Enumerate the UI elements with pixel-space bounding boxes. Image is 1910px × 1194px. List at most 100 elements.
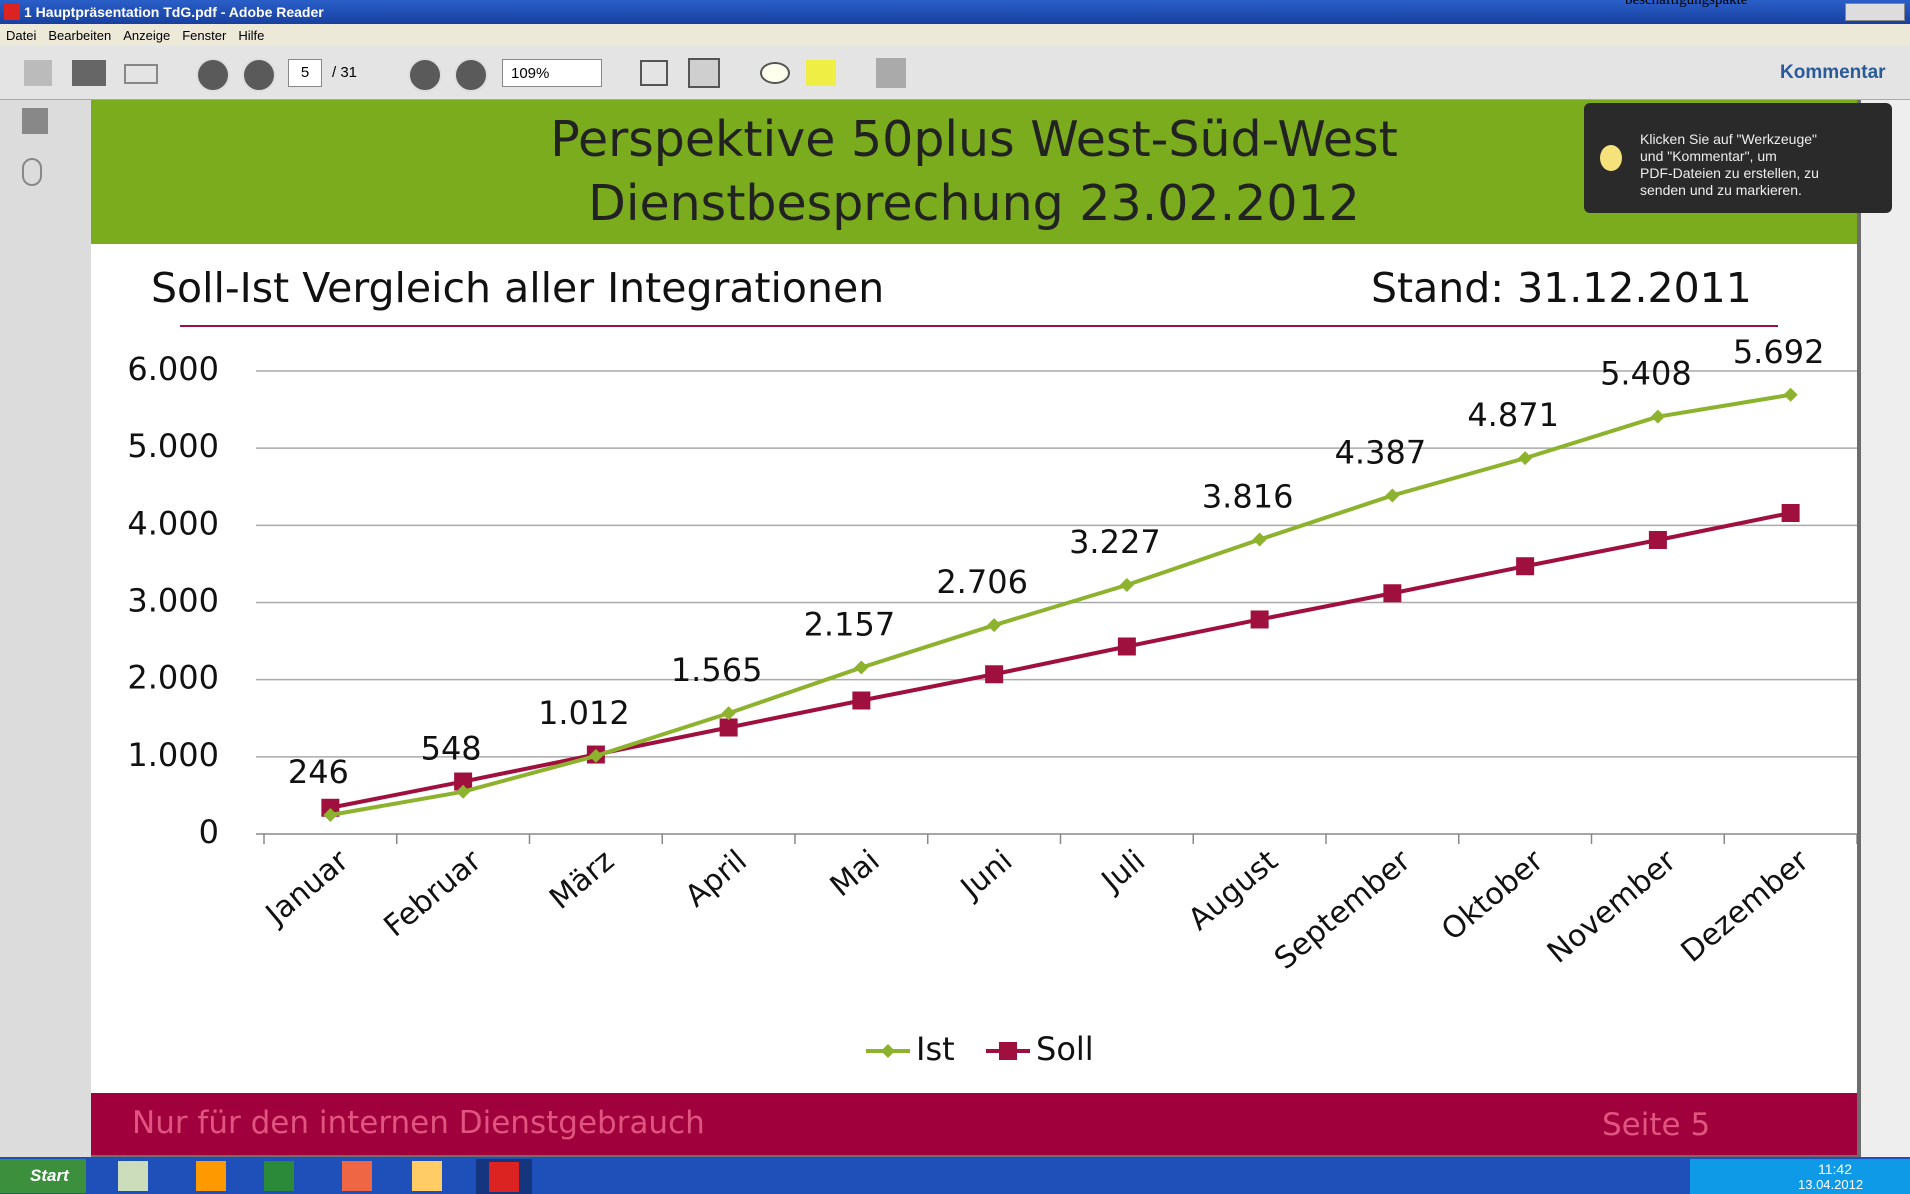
legend-marker (999, 1042, 1017, 1060)
fullscreen-icon[interactable] (876, 58, 906, 88)
x-tick-label: August (1182, 843, 1285, 937)
y-tick-label: 0 (199, 813, 219, 851)
slide-body: Soll-Ist Vergleich aller Integrationen S… (91, 244, 1857, 1093)
y-tick-label: 1.000 (127, 736, 219, 774)
page-label: Seite 5 (1602, 1107, 1711, 1143)
comment-icon[interactable] (760, 62, 790, 84)
save-icon[interactable] (24, 60, 52, 86)
fit-page[interactable] (640, 60, 668, 86)
clock-date: 13.04.2012 (1798, 1177, 1864, 1192)
marker (323, 808, 338, 823)
slide-title: Perspektive 50plus West-Süd-West (550, 111, 1398, 168)
print-icon[interactable] (72, 60, 106, 86)
task-icon[interactable] (342, 1161, 372, 1191)
x-tick-label: November (1541, 843, 1684, 971)
menu-item[interactable]: Bearbeiten (48, 28, 112, 43)
menu-item[interactable]: Anzeige (123, 28, 171, 43)
marker (1383, 584, 1402, 603)
side-panel (0, 100, 91, 1157)
app-icon (4, 4, 20, 20)
pages-icon[interactable] (22, 108, 48, 134)
slide-stand: Stand: 31.12.2011 (1371, 264, 1752, 312)
menu-bar: Datei Bearbeiten Anzeige Fenster Hilfe (0, 24, 1910, 46)
marker (1385, 488, 1400, 503)
marker (588, 748, 603, 763)
attachment-icon[interactable] (22, 158, 42, 186)
zoom-out[interactable] (408, 58, 442, 92)
bulb-icon (1600, 145, 1622, 171)
tooltip-line: PDF-Dateien zu erstellen, zu (1640, 165, 1819, 181)
footer-text: Nur für den internen Dienstgebrauch (132, 1105, 705, 1141)
marker (454, 772, 473, 791)
task-active[interactable] (476, 1159, 532, 1194)
menu-item[interactable]: Datei (6, 28, 37, 43)
marker (852, 691, 871, 710)
value-label: 548 (421, 730, 482, 768)
menu-item[interactable]: Hilfe (238, 28, 265, 43)
marker (1119, 577, 1134, 592)
value-label: 4.387 (1335, 433, 1427, 471)
x-tick-label: März (543, 843, 621, 916)
page-input[interactable]: 5 (288, 59, 322, 87)
value-label: 2.706 (936, 563, 1028, 601)
zoom-in[interactable] (454, 58, 488, 92)
marker (456, 784, 471, 799)
highlight-icon[interactable] (806, 60, 836, 86)
y-tick-label: 2.000 (127, 659, 219, 697)
tooltip: Klicken Sie auf "Werkzeuge" und "Kommenta… (1584, 103, 1892, 213)
task-icon[interactable] (412, 1161, 442, 1191)
prev-page[interactable] (196, 58, 230, 92)
clipped-text: beschäftigungspakte (1625, 0, 1748, 8)
task-icon[interactable] (196, 1161, 226, 1191)
legend-label: Ist (916, 1030, 955, 1068)
next-page[interactable] (242, 58, 276, 92)
value-label: 246 (288, 753, 349, 791)
marker (1518, 451, 1533, 466)
value-label: 5.408 (1600, 355, 1692, 393)
window-controls[interactable] (1845, 3, 1905, 21)
clock-time: 11:42 (1818, 1161, 1852, 1177)
menu-item[interactable]: Fenster (182, 28, 227, 43)
x-tick-label: September (1268, 843, 1418, 977)
value-label: 4.871 (1467, 396, 1559, 434)
marker (985, 665, 1004, 684)
marker (719, 718, 738, 737)
value-label: 1.012 (538, 694, 630, 732)
tooltip-line: Klicken Sie auf "Werkzeuge" (1640, 131, 1817, 147)
value-label: 1.565 (671, 651, 763, 689)
y-tick-label: 4.000 (127, 504, 219, 542)
window-title: 1 Hauptpräsentation TdG.pdf - Adobe Read… (24, 4, 324, 20)
task-icon[interactable] (264, 1161, 294, 1191)
task-icon[interactable] (118, 1161, 148, 1191)
zoom-box[interactable]: 109% (502, 59, 602, 87)
start-button[interactable]: Start (0, 1159, 86, 1193)
tray: 11:42 13.04.2012 (1690, 1159, 1910, 1194)
x-tick-label: Dezember (1675, 843, 1817, 970)
mail-icon[interactable] (124, 64, 158, 84)
marker (721, 706, 736, 721)
y-tick-label: 6.000 (127, 350, 219, 388)
value-label: 3.816 (1202, 478, 1294, 516)
title-bar: 1 Hauptpräsentation TdG.pdf - Adobe Read… (0, 0, 1910, 24)
x-tick-label: Mai (824, 843, 887, 904)
value-label: 3.227 (1069, 523, 1161, 561)
series-line (330, 392, 1791, 817)
legend-label: Soll (1036, 1030, 1094, 1068)
marker (1516, 557, 1535, 576)
marker (1250, 610, 1269, 629)
marker (1117, 637, 1136, 656)
value-label: 2.157 (804, 606, 896, 644)
tooltip-line: senden und zu markieren. (1640, 182, 1802, 198)
x-tick-label: Januar (258, 843, 356, 933)
y-tick-label: 5.000 (127, 427, 219, 465)
x-tick-label: Oktober (1435, 843, 1551, 948)
slide-header: Perspektive 50plus West-Süd-West Dienstb… (91, 100, 1857, 244)
reader-icon (489, 1162, 519, 1192)
divider (180, 325, 1778, 327)
page-count: / 31 (332, 64, 358, 81)
taskbar: Start 11:42 13.04.2012 (0, 1157, 1910, 1194)
fit-width[interactable] (688, 58, 720, 88)
comment-tab[interactable]: Kommentar (1780, 62, 1886, 83)
scrollbar[interactable] (1861, 100, 1910, 1157)
x-tick-label: Juli (1094, 843, 1152, 900)
